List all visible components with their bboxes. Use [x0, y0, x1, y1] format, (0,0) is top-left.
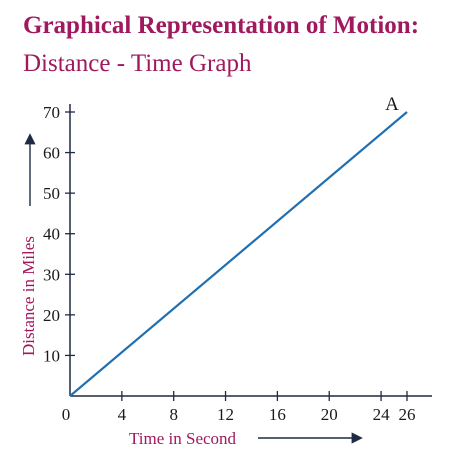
x-tick-label: 20	[321, 405, 338, 424]
chart-title: Graphical Representation of Motion:	[23, 12, 420, 39]
x-axis-label: Time in Second	[129, 429, 237, 448]
chart-subtitle: Distance - Time Graph	[23, 50, 252, 77]
y-tick-label: 60	[43, 144, 60, 163]
origin-label: 0	[62, 405, 71, 424]
x-tick-label: 24	[373, 405, 391, 424]
y-tick-label: 50	[43, 184, 60, 203]
x-tick-label: 12	[217, 405, 234, 424]
x-tick-label: 16	[269, 405, 286, 424]
point-a-label: A	[385, 94, 399, 115]
y-tick-label: 70	[43, 103, 60, 122]
x-tick-label: 4	[118, 405, 127, 424]
y-tick-label: 40	[43, 225, 60, 244]
x-tick-label: 26	[399, 405, 416, 424]
y-axis-label: Distance in Miles	[19, 236, 38, 356]
y-tick-label: 30	[43, 265, 60, 284]
y-tick-label: 20	[43, 306, 60, 325]
series-line	[69, 111, 408, 397]
y-tick-label: 10	[43, 346, 60, 365]
x-tick-label: 8	[169, 405, 178, 424]
